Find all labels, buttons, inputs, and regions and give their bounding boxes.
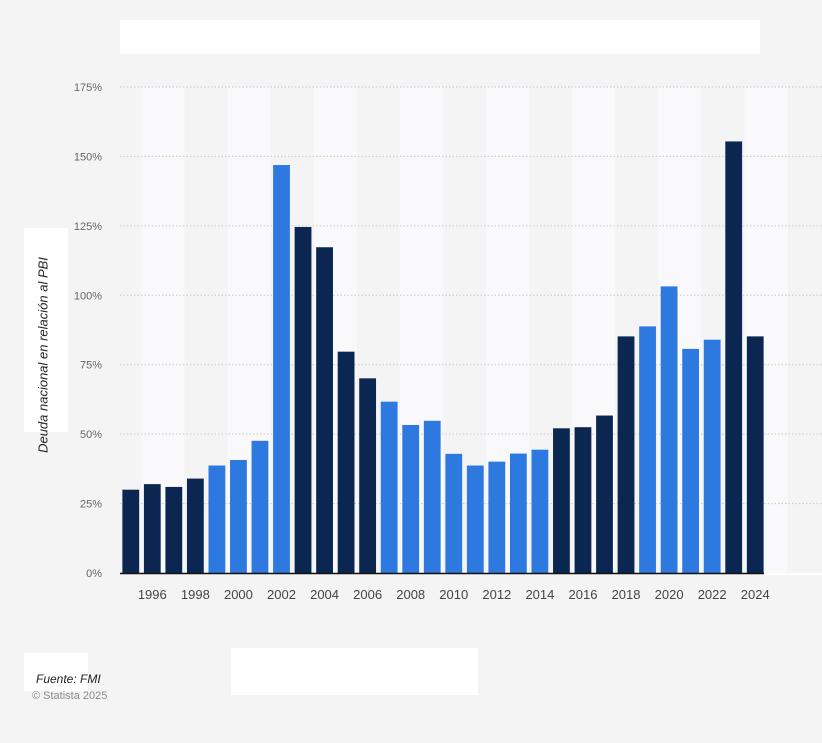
ylabel-background xyxy=(24,228,68,432)
bar-2007 xyxy=(380,401,398,573)
bar-1997 xyxy=(165,486,183,573)
x-tick-label: 2012 xyxy=(482,587,511,602)
bar-2013 xyxy=(509,453,527,573)
bar-2012 xyxy=(488,461,506,573)
bar-1996 xyxy=(143,484,161,573)
bar-2021 xyxy=(682,348,700,573)
y-tick-label: 175% xyxy=(74,82,102,94)
bar-2024 xyxy=(746,336,764,573)
x-tick-label: 2006 xyxy=(353,587,382,602)
x-tick-label: 2020 xyxy=(655,587,684,602)
bar-2010 xyxy=(445,453,463,573)
bar-2023 xyxy=(725,141,743,573)
bar-2014 xyxy=(531,449,549,573)
x-tick-label: 2022 xyxy=(698,587,727,602)
copyright-text: © Statista 2025 xyxy=(32,690,108,702)
x-tick-label: 2004 xyxy=(310,587,339,602)
y-tick-label: 50% xyxy=(80,429,102,441)
bar-2016 xyxy=(574,427,592,573)
bar-2020 xyxy=(660,286,678,573)
bar-1998 xyxy=(186,478,204,573)
bar-2001 xyxy=(251,440,269,573)
y-tick-label: 0% xyxy=(86,568,102,580)
bar-2004 xyxy=(316,247,333,573)
bar-2015 xyxy=(553,428,570,573)
x-tick-label: 2008 xyxy=(396,587,425,602)
y-tick-label: 125% xyxy=(74,221,102,233)
bar-2000 xyxy=(230,459,247,573)
x-tick-label: 2010 xyxy=(439,587,468,602)
x-tick-label: 1996 xyxy=(138,587,167,602)
bar-2009 xyxy=(423,420,441,573)
source-background xyxy=(24,653,88,691)
bar-2006 xyxy=(359,378,377,573)
x-tick-label: 2000 xyxy=(224,587,253,602)
x-tick-label: 2024 xyxy=(741,587,770,602)
bar-2022 xyxy=(703,339,721,573)
bar-2008 xyxy=(402,424,420,573)
y-axis-label: Deuda nacional en relación al PBI xyxy=(35,257,51,453)
column-band xyxy=(787,87,822,573)
bar-2019 xyxy=(639,326,656,573)
bar-2011 xyxy=(466,465,484,573)
bar-2017 xyxy=(596,415,613,573)
bar-2002 xyxy=(273,165,290,573)
y-tick-label: 25% xyxy=(80,499,102,511)
x-tick-label: 2018 xyxy=(612,587,641,602)
y-tick-label: 100% xyxy=(74,290,102,302)
bar-2005 xyxy=(337,351,355,573)
y-tick-label: 150% xyxy=(74,151,102,163)
title-placeholder xyxy=(120,20,760,54)
x-tick-label: 2002 xyxy=(267,587,296,602)
bar-2003 xyxy=(294,226,312,573)
y-tick-label: 75% xyxy=(80,360,102,372)
source-text[interactable]: Fuente: FMI xyxy=(36,672,101,686)
x-tick-label: 2016 xyxy=(569,587,598,602)
bar-1999 xyxy=(208,465,226,573)
bar-1995 xyxy=(122,489,140,573)
legend-placeholder xyxy=(231,648,478,695)
bar-2018 xyxy=(617,336,635,573)
x-tick-label: 2014 xyxy=(525,587,554,602)
x-tick-label: 1998 xyxy=(181,587,210,602)
